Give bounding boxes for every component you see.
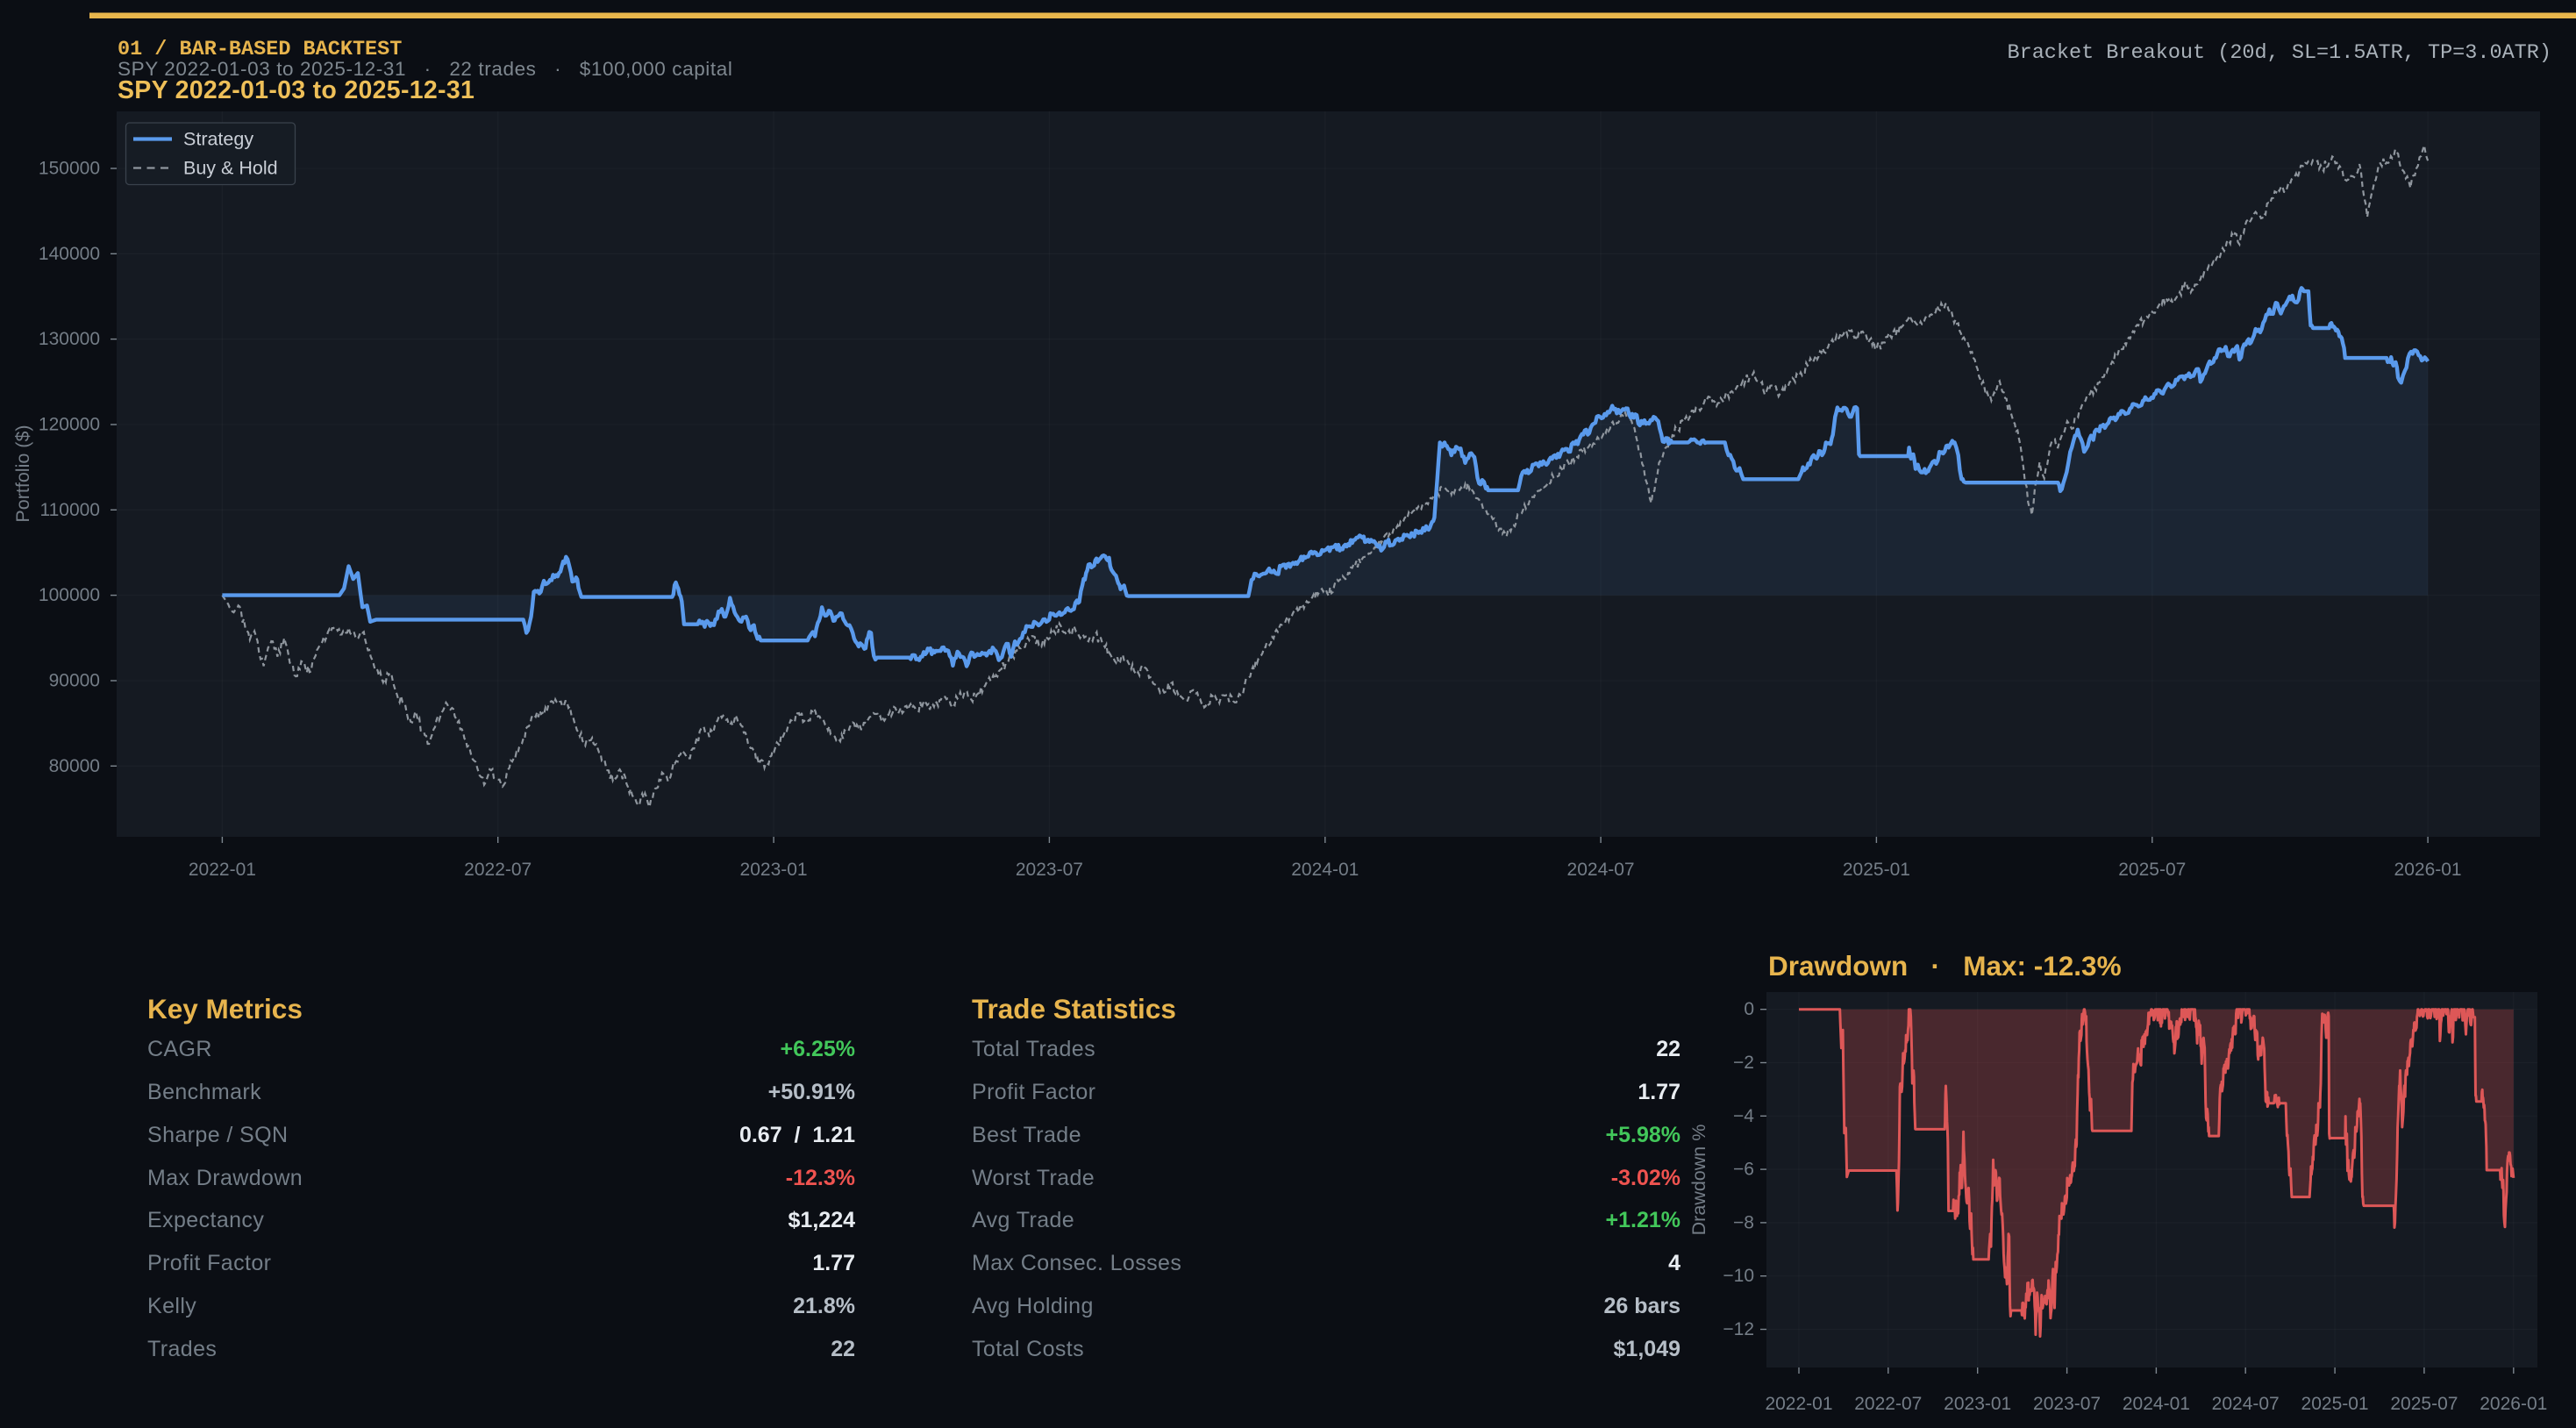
- svg-text:CAGR: CAGR: [147, 1037, 212, 1061]
- svg-text:2024-07: 2024-07: [2212, 1394, 2280, 1414]
- svg-text:2025-07: 2025-07: [2118, 860, 2186, 880]
- svg-text:+5.98%: +5.98%: [1606, 1123, 1681, 1147]
- svg-text:Total Trades: Total Trades: [972, 1037, 1095, 1061]
- svg-text:Sharpe / SQN: Sharpe / SQN: [147, 1123, 288, 1147]
- svg-text:Portfolio ($): Portfolio ($): [12, 425, 33, 522]
- svg-text:Profit Factor: Profit Factor: [972, 1080, 1095, 1104]
- svg-text:01 / BAR-BASED BACKTEST: 01 / BAR-BASED BACKTEST: [118, 38, 402, 61]
- svg-text:2022-01: 2022-01: [189, 860, 256, 880]
- svg-text:Avg Trade: Avg Trade: [972, 1208, 1074, 1232]
- svg-text:+6.25%: +6.25%: [781, 1037, 856, 1061]
- svg-text:Drawdown %: Drawdown %: [1688, 1125, 1709, 1236]
- svg-text:+50.91%: +50.91%: [768, 1080, 855, 1104]
- svg-text:130000: 130000: [39, 329, 100, 349]
- svg-text:2024-07: 2024-07: [1567, 860, 1635, 880]
- svg-text:SPY 2022-01-03 to 2025-12-31: SPY 2022-01-03 to 2025-12-31 · 22 trades…: [118, 58, 732, 80]
- svg-text:100000: 100000: [39, 585, 100, 605]
- svg-text:Expectancy: Expectancy: [147, 1208, 264, 1232]
- svg-text:+1.21%: +1.21%: [1606, 1208, 1681, 1232]
- svg-text:2025-01: 2025-01: [1843, 860, 1910, 880]
- svg-text:4: 4: [1668, 1251, 1680, 1275]
- svg-text:150000: 150000: [39, 159, 100, 179]
- svg-text:Trades: Trades: [147, 1337, 217, 1361]
- svg-text:90000: 90000: [49, 671, 100, 691]
- svg-text:0: 0: [1744, 999, 1754, 1019]
- svg-text:2023-01: 2023-01: [740, 860, 808, 880]
- svg-text:−10: −10: [1723, 1266, 1754, 1286]
- svg-text:2022-01: 2022-01: [1765, 1394, 1832, 1414]
- svg-text:2026-01: 2026-01: [2394, 860, 2462, 880]
- svg-text:22: 22: [831, 1337, 855, 1361]
- svg-text:80000: 80000: [49, 756, 100, 776]
- svg-text:Total Costs: Total Costs: [972, 1337, 1084, 1361]
- svg-text:Bracket Breakout (20d, SL=1.5A: Bracket Breakout (20d, SL=1.5ATR, TP=3.0…: [2007, 41, 2551, 65]
- svg-text:Buy & Hold: Buy & Hold: [183, 158, 278, 179]
- svg-text:Worst Trade: Worst Trade: [972, 1166, 1095, 1190]
- svg-text:−6: −6: [1733, 1160, 1754, 1180]
- svg-text:−8: −8: [1733, 1212, 1754, 1232]
- svg-text:26 bars: 26 bars: [1603, 1294, 1680, 1318]
- svg-text:2024-01: 2024-01: [2123, 1394, 2190, 1414]
- svg-text:Avg Holding: Avg Holding: [972, 1294, 1094, 1318]
- svg-text:0.67 / 1.21: 0.67 / 1.21: [739, 1123, 855, 1147]
- svg-text:Max Consec. Losses: Max Consec. Losses: [972, 1251, 1181, 1275]
- svg-text:1.77: 1.77: [1638, 1080, 1680, 1104]
- svg-text:2022-07: 2022-07: [464, 860, 532, 880]
- svg-text:$1,224: $1,224: [788, 1208, 856, 1232]
- svg-text:22: 22: [1656, 1037, 1680, 1061]
- svg-text:Best Trade: Best Trade: [972, 1123, 1081, 1147]
- svg-text:-3.02%: -3.02%: [1611, 1166, 1680, 1190]
- svg-text:Max Drawdown: Max Drawdown: [147, 1166, 303, 1190]
- svg-text:−2: −2: [1733, 1053, 1754, 1073]
- svg-text:110000: 110000: [39, 500, 100, 520]
- svg-text:2023-07: 2023-07: [2033, 1394, 2101, 1414]
- svg-text:Profit Factor: Profit Factor: [147, 1251, 271, 1275]
- svg-text:Benchmark: Benchmark: [147, 1080, 261, 1104]
- svg-text:Key Metrics: Key Metrics: [147, 993, 303, 1025]
- svg-text:2025-01: 2025-01: [2301, 1394, 2369, 1414]
- svg-text:−4: −4: [1733, 1106, 1754, 1126]
- svg-text:2025-07: 2025-07: [2390, 1394, 2458, 1414]
- svg-text:-12.3%: -12.3%: [786, 1166, 855, 1190]
- svg-text:1.77: 1.77: [812, 1251, 855, 1275]
- svg-text:2023-01: 2023-01: [1944, 1394, 2011, 1414]
- svg-text:SPY 2022-01-03 to 2025-12-31: SPY 2022-01-03 to 2025-12-31: [118, 76, 475, 104]
- svg-text:$1,049: $1,049: [1614, 1337, 1680, 1361]
- svg-text:2026-01: 2026-01: [2480, 1394, 2547, 1414]
- svg-text:2024-01: 2024-01: [1291, 860, 1359, 880]
- svg-text:2022-07: 2022-07: [1854, 1394, 1922, 1414]
- svg-text:140000: 140000: [39, 244, 100, 264]
- svg-text:120000: 120000: [39, 415, 100, 435]
- svg-text:Trade Statistics: Trade Statistics: [972, 993, 1176, 1025]
- svg-text:2023-07: 2023-07: [1016, 860, 1083, 880]
- svg-text:Kelly: Kelly: [147, 1294, 196, 1318]
- svg-text:Drawdown · Max: -12.3%: Drawdown · Max: -12.3%: [1768, 950, 2122, 982]
- svg-text:−12: −12: [1723, 1319, 1754, 1339]
- svg-text:Strategy: Strategy: [183, 129, 253, 150]
- svg-text:21.8%: 21.8%: [793, 1294, 855, 1318]
